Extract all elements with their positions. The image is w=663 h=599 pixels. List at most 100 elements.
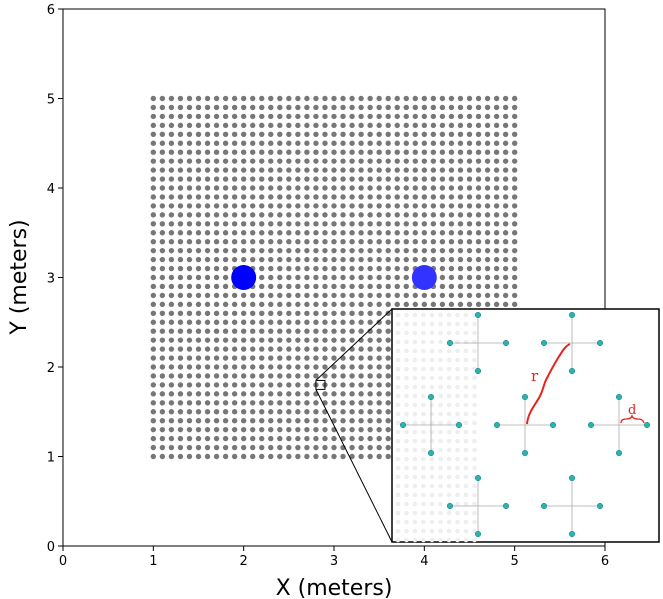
grid-point — [304, 355, 310, 361]
grid-point — [259, 453, 265, 460]
grid-point — [286, 337, 292, 343]
inset-bg-point — [455, 537, 460, 543]
inset-bg-point — [412, 438, 418, 444]
grid-point — [277, 113, 283, 120]
grid-point — [204, 140, 211, 146]
inset-bg-point — [421, 474, 426, 480]
grid-point — [511, 274, 518, 281]
grid-point — [340, 328, 346, 334]
grid-point — [493, 247, 500, 254]
grid-point — [376, 247, 382, 254]
grid-point — [466, 247, 473, 254]
grid-point — [439, 203, 446, 209]
grid-point — [439, 292, 446, 299]
grid-point — [195, 346, 202, 352]
grid-point — [159, 265, 166, 272]
grid-point — [367, 301, 373, 308]
grid-point — [250, 256, 256, 263]
grid-point — [259, 364, 265, 370]
grid-point — [349, 346, 355, 352]
grid-point — [313, 444, 319, 451]
grid-point — [150, 444, 157, 451]
inset-bg-point — [412, 366, 418, 372]
inset-bg-point — [395, 366, 401, 372]
grid-point — [304, 230, 310, 236]
grid-point — [268, 104, 274, 111]
grid-point — [204, 239, 211, 245]
grid-point — [259, 274, 265, 281]
grid-point — [277, 185, 283, 191]
grid-point — [313, 418, 319, 424]
grid-point — [376, 95, 382, 102]
grid-point — [240, 355, 247, 361]
grid-point — [412, 95, 418, 102]
grid-point — [195, 212, 202, 218]
grid-point — [213, 176, 220, 182]
inset-bg-point — [438, 474, 443, 480]
grid-point — [222, 373, 229, 379]
grid-point — [421, 122, 428, 129]
grid-point — [322, 239, 328, 245]
y-tick-label: 2 — [47, 361, 55, 376]
grid-point — [231, 453, 238, 460]
grid-point — [322, 337, 328, 343]
grid-point — [240, 328, 247, 334]
grid-point — [304, 239, 310, 245]
grid-point — [159, 176, 166, 182]
grid-point — [204, 391, 211, 397]
grid-point — [403, 212, 409, 218]
grid-point — [168, 239, 175, 245]
grid-point — [195, 256, 202, 263]
grid-point — [457, 185, 464, 191]
zoom-indicator — [315, 308, 393, 543]
grid-point — [484, 230, 491, 236]
grid-point — [150, 435, 157, 442]
inset-bg-point — [404, 456, 409, 462]
grid-point — [331, 230, 337, 236]
grid-point — [177, 337, 184, 343]
grid-point — [367, 95, 373, 102]
grid-point — [204, 373, 211, 379]
grid-point — [204, 265, 211, 272]
inset-bg-point — [446, 528, 452, 534]
inset-bg-point — [463, 402, 469, 408]
inset-bg-point — [404, 519, 409, 525]
grid-point — [177, 149, 184, 155]
grid-point — [159, 301, 166, 308]
grid-point — [421, 140, 428, 146]
grid-point — [502, 104, 509, 111]
inset-node — [427, 393, 435, 401]
grid-point — [340, 239, 346, 245]
inset-bg-point — [395, 537, 401, 543]
inset-bg-point — [404, 501, 409, 507]
grid-point — [448, 149, 455, 155]
grid-point — [457, 256, 464, 263]
grid-point — [259, 319, 265, 325]
grid-point — [484, 167, 491, 173]
grid-point — [250, 319, 256, 325]
grid-point — [304, 185, 310, 191]
grid-point — [259, 400, 265, 406]
grid-point — [493, 167, 500, 173]
grid-point — [168, 355, 175, 361]
grid-point — [231, 149, 238, 155]
grid-point — [376, 435, 382, 442]
grid-point — [412, 256, 418, 263]
grid-point — [484, 185, 491, 191]
inset-bg-point — [438, 510, 443, 516]
inset-bg-point — [463, 366, 469, 372]
grid-point — [213, 373, 220, 379]
grid-point — [322, 319, 328, 325]
grid-point — [367, 346, 373, 352]
grid-point — [502, 292, 509, 299]
grid-point — [412, 140, 418, 146]
grid-point — [268, 265, 274, 272]
grid-point — [250, 167, 256, 173]
grid-point — [268, 391, 274, 397]
grid-point — [331, 113, 337, 120]
inset-bg-point — [429, 537, 435, 543]
grid-point — [286, 274, 292, 281]
grid-point — [195, 418, 202, 424]
grid-point — [268, 122, 274, 129]
grid-point — [331, 247, 337, 254]
